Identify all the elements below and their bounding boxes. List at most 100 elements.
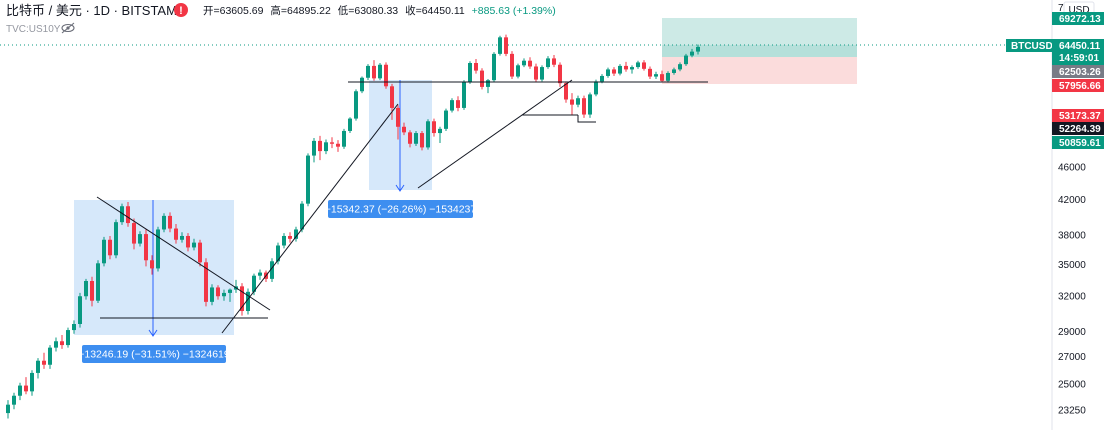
candle-body (126, 206, 130, 224)
candle-body (168, 215, 172, 229)
price-tick-label: 46000 (1058, 163, 1086, 174)
candle-body (522, 60, 526, 66)
candle-body (354, 91, 358, 119)
candle-body (408, 132, 412, 144)
candle-body (300, 203, 304, 230)
eye-hide-icon[interactable] (61, 22, 75, 34)
low-label: 低 (338, 4, 349, 17)
sub-indicator-label[interactable]: TVC:US10Y (6, 24, 61, 35)
svg-text:52264.39: 52264.39 (1059, 124, 1101, 135)
svg-text:53173.37: 53173.37 (1059, 111, 1101, 122)
tag-62503: 62503.26 (1052, 65, 1104, 78)
candle-body (384, 64, 388, 87)
candle-body (546, 58, 550, 68)
price-tick-label: 38000 (1058, 231, 1086, 242)
candle-body (342, 130, 346, 147)
candle-body (36, 360, 40, 373)
tag-53173: 53173.37 (1052, 109, 1104, 122)
candle-body (210, 287, 214, 302)
stop-zone[interactable] (662, 57, 857, 84)
candle-body (54, 341, 58, 348)
measure-2-label: −15342.37 (−26.26%) −1534237 (325, 204, 477, 216)
candle-body (456, 100, 460, 108)
candle-body (204, 262, 208, 302)
candle-body (192, 242, 196, 248)
tag-last-price: 64450.11 14:59:01 (1052, 39, 1104, 65)
measure-1-label: −13246.19 (−31.51%) −1324619 (78, 349, 230, 361)
low-value: =63080.33 (348, 5, 398, 17)
price-tick-label: 27000 (1058, 352, 1086, 363)
candle-body (624, 65, 628, 70)
trendlines[interactable] (96, 79, 708, 334)
candle-body (48, 347, 52, 365)
candle-body (180, 235, 184, 240)
candle-body (402, 126, 406, 133)
candle-body (444, 110, 448, 129)
candle-body (498, 37, 502, 54)
alert-icon[interactable]: ! (174, 3, 188, 17)
tag-50859: 50859.61 (1052, 136, 1104, 149)
candle-body (150, 260, 154, 269)
candle-body (84, 280, 88, 297)
candle-body (438, 128, 442, 134)
svg-text:69272.13: 69272.13 (1059, 14, 1101, 25)
symbol-title[interactable]: 比特币 / 美元 · 1D · BITSTAMP (6, 3, 186, 18)
candle-body (348, 118, 352, 131)
candle-body (612, 69, 616, 74)
candle-body (432, 121, 436, 134)
candle-body (186, 235, 190, 248)
high-label: 高 (270, 4, 281, 17)
candle-body (642, 62, 646, 69)
candle-body (228, 289, 232, 293)
svg-text:50859.61: 50859.61 (1059, 138, 1101, 149)
candle-body (102, 239, 106, 264)
candle-body (534, 66, 538, 80)
candle-body (282, 235, 286, 246)
candle-body (690, 51, 694, 56)
candle-body (474, 63, 478, 71)
svg-text:57956.66: 57956.66 (1059, 81, 1101, 92)
candle-body (672, 69, 676, 73)
open-label: 开 (203, 5, 214, 17)
price-tick-label: 23250 (1058, 406, 1086, 417)
candle-body (18, 385, 22, 396)
candle-body (426, 121, 430, 148)
candle-body (72, 324, 76, 331)
trendline-rising-2[interactable] (417, 79, 573, 189)
candle-body (144, 234, 148, 261)
candle-body (540, 67, 544, 80)
target-zone-filled (662, 45, 857, 57)
trendline-descending[interactable] (96, 196, 271, 311)
trendline-step[interactable] (577, 115, 596, 123)
tag-btcusd: BTCUSD (1006, 39, 1053, 52)
candle-body (330, 142, 334, 144)
candle-body (504, 37, 508, 54)
close-label: 收 (405, 4, 416, 17)
candle-body (66, 330, 70, 346)
candle-body (558, 64, 562, 84)
candle-body (378, 64, 382, 79)
svg-text:64450.11: 64450.11 (1059, 41, 1101, 52)
candle-body (360, 77, 364, 92)
candle-body (246, 291, 250, 312)
trendline-rising-1[interactable] (221, 103, 399, 334)
candle-body (24, 385, 28, 392)
candle-body (666, 72, 670, 81)
candle-body (636, 62, 640, 68)
target-zone[interactable] (662, 18, 857, 45)
ohlc-readout: 开=63605.69 高=64895.22 低=63080.33 收=64450… (203, 4, 556, 17)
candle-body (516, 65, 520, 77)
candle-body (288, 235, 292, 239)
candle-body (576, 98, 580, 105)
price-tick-label: 32000 (1058, 292, 1086, 303)
candle-body (468, 63, 472, 83)
candle-body (480, 70, 484, 87)
candle-body (120, 206, 124, 223)
high-value: =64895.22 (281, 5, 331, 17)
candle-body (276, 245, 280, 262)
candle-body (618, 65, 622, 74)
candle-body (174, 228, 178, 240)
measure-2-label-bg (328, 200, 473, 218)
